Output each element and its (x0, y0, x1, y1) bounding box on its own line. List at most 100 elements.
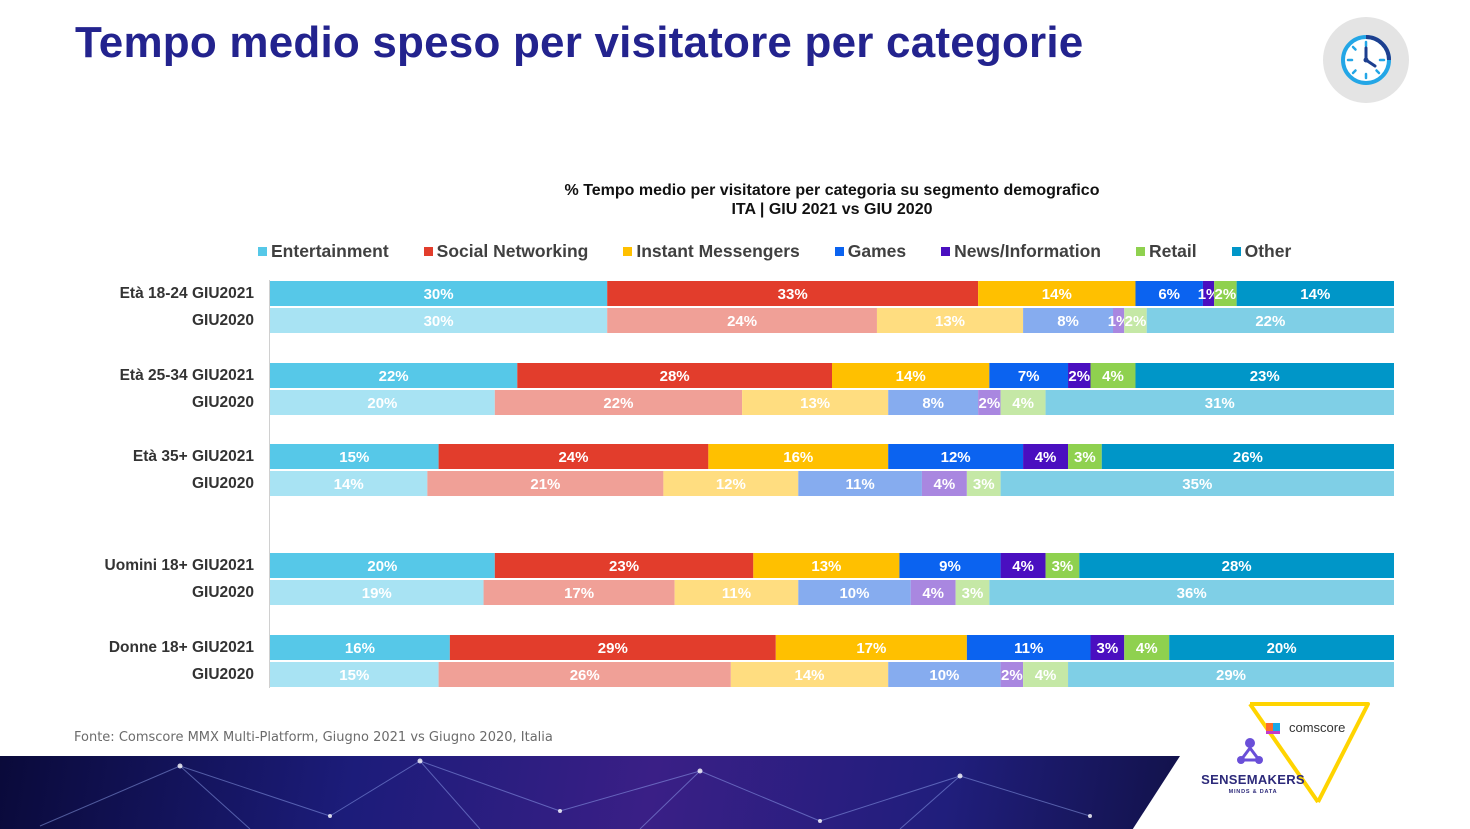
clock-badge (1323, 17, 1409, 103)
bar-segment (989, 363, 1069, 388)
data-label: 12% (716, 476, 746, 493)
bar-segment (270, 444, 439, 469)
bar-segment (270, 363, 518, 388)
bar-segment (674, 580, 799, 605)
chart-title-line-1: % Tempo medio per visitatore per categor… (564, 182, 1100, 199)
legend-item: Entertainment (258, 241, 389, 262)
bar-segment (978, 390, 1001, 415)
bar-segment (899, 553, 1001, 578)
data-label: 4% (1012, 558, 1034, 575)
data-label: 4% (1136, 640, 1158, 657)
bar-segment (663, 471, 799, 496)
bar-segment (438, 662, 731, 687)
legend-label: Retail (1148, 240, 1197, 261)
bar-segment (742, 390, 889, 415)
partner-logos (1190, 700, 1380, 810)
bar-segment (517, 363, 832, 388)
data-label: 24% (727, 313, 757, 330)
data-label: 4% (1035, 667, 1057, 684)
data-label: 30% (424, 313, 454, 330)
chart-title-line-2: ITA | GIU 2021 vs GIU 2020 (731, 201, 933, 218)
data-label: 36% (1177, 585, 1207, 602)
data-label: 16% (345, 640, 375, 657)
data-label: 35% (1182, 476, 1212, 493)
bar-segment (798, 471, 922, 496)
bar-segment (270, 471, 428, 496)
data-label: 11% (722, 585, 751, 602)
category-label: GIU2020 (191, 584, 254, 601)
chart-title: % Tempo medio per visitatore per categor… (270, 181, 1394, 219)
bar-segment (1000, 553, 1046, 578)
data-label: 20% (367, 558, 397, 575)
bar-segment (1045, 390, 1394, 415)
bar-segment (1090, 363, 1136, 388)
bar-segment (966, 471, 1001, 496)
data-label: 26% (1233, 449, 1263, 466)
bar-segment (955, 580, 990, 605)
bar-segment (1169, 635, 1394, 660)
data-label: 19% (362, 585, 392, 602)
bar-segment (494, 553, 754, 578)
data-label: 1% (1108, 313, 1130, 330)
category-label: GIU2020 (191, 666, 254, 683)
logo-frame (1237, 702, 1370, 804)
bar-segment (753, 553, 900, 578)
comscore-logo-mark (1266, 723, 1280, 734)
bar-segment (730, 662, 889, 687)
data-label: 22% (379, 368, 409, 385)
sensemakers-logo-mark (1237, 738, 1263, 764)
bar-segment (966, 635, 1091, 660)
data-label: 3% (1097, 640, 1119, 657)
bar-segment (978, 281, 1136, 306)
legend-label: Social Networking (436, 240, 589, 261)
network-graphic (39, 758, 1092, 829)
category-label: Età 25-34 GIU2021 (119, 367, 254, 384)
data-label: 2% (1068, 368, 1090, 385)
chart-legend: Entertainment Social Networking Instant Me… (258, 240, 1326, 262)
data-label: 9% (939, 558, 961, 575)
data-label: 2% (1125, 313, 1147, 330)
legend-swatch (623, 246, 633, 256)
data-label: 26% (570, 667, 600, 684)
data-label: 31% (1205, 395, 1235, 412)
bar-segment (832, 363, 990, 388)
data-label: 10% (929, 667, 959, 684)
category-label: GIU2020 (191, 475, 254, 492)
bar-segment (270, 635, 450, 660)
category-label: Uomini 18+ GIU2021 (104, 557, 254, 574)
data-label: 28% (1222, 558, 1252, 575)
data-label: 4% (1102, 368, 1124, 385)
bar-segment (1023, 444, 1069, 469)
bar-segment (1023, 662, 1069, 687)
bar-segment (1045, 553, 1080, 578)
bar-segment (1236, 281, 1394, 306)
data-label: 11% (845, 476, 874, 493)
bar-segment (798, 580, 911, 605)
data-label: 14% (896, 368, 926, 385)
data-label: 1% (1198, 286, 1220, 303)
legend-item: News/Information (941, 241, 1101, 262)
data-label: 8% (922, 395, 944, 412)
bar-segment (1124, 635, 1170, 660)
data-label: 10% (839, 585, 869, 602)
data-label: 6% (1158, 286, 1180, 303)
legend-swatch (834, 246, 844, 256)
data-label: 17% (564, 585, 594, 602)
bar-segment (427, 471, 664, 496)
data-label: 28% (660, 368, 690, 385)
legend-label: Games (847, 240, 907, 261)
legend-label: Entertainment (271, 240, 389, 261)
bar-segment (1068, 444, 1102, 469)
category-axis-line (269, 280, 270, 688)
data-label: 14% (1042, 286, 1072, 303)
bar-segment (607, 308, 877, 333)
bar-segment (989, 580, 1394, 605)
bar-segment (1079, 553, 1394, 578)
sensemakers-tagline: MINDS & DATA (1228, 789, 1278, 795)
data-label: 8% (1057, 313, 1079, 330)
legend-label: News/Information (954, 240, 1101, 261)
clock-icon (1341, 35, 1391, 85)
data-label: 14% (1300, 286, 1330, 303)
data-label: 12% (941, 449, 971, 466)
